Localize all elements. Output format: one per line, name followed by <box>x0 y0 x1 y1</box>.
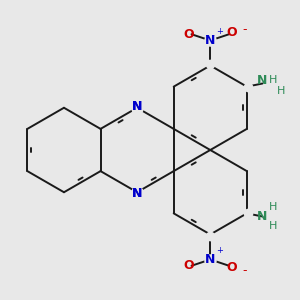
Text: N: N <box>132 100 142 113</box>
Text: N: N <box>132 187 142 200</box>
Text: -: - <box>242 23 247 36</box>
Text: +: + <box>216 246 223 255</box>
Text: H: H <box>269 221 278 231</box>
Text: N: N <box>132 100 142 113</box>
Text: O: O <box>227 261 238 274</box>
Text: N: N <box>205 34 215 47</box>
Text: N: N <box>132 187 142 200</box>
Text: H: H <box>269 75 278 85</box>
Text: +: + <box>216 27 223 36</box>
Text: O: O <box>183 28 194 41</box>
Text: N: N <box>205 34 215 47</box>
Text: N: N <box>257 74 268 87</box>
Text: O: O <box>183 259 194 272</box>
Text: N: N <box>205 253 215 266</box>
Text: -: - <box>242 264 247 277</box>
Text: H: H <box>269 202 278 212</box>
Text: N: N <box>257 210 268 223</box>
Text: O: O <box>227 26 238 39</box>
Text: H: H <box>277 86 286 96</box>
